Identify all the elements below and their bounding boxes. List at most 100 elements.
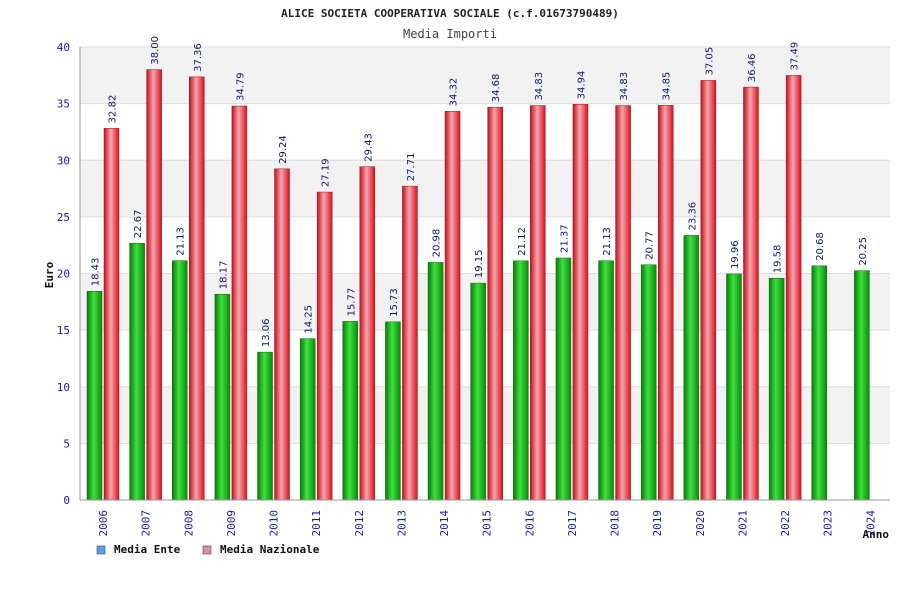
- y-tick-label: 35: [57, 98, 70, 111]
- y-tick-label: 30: [57, 154, 70, 167]
- bar-media-ente: [555, 257, 572, 501]
- x-tick-label: 2014: [438, 510, 451, 537]
- bar-media-ente: [513, 260, 529, 501]
- y-axis: 0 5 10 15 20 25 30 35 40: [57, 41, 81, 507]
- bar-media-nazionale: [657, 105, 674, 501]
- data-label-media-nazionale: 34.85: [662, 72, 673, 101]
- bar-media-nazionale: [487, 106, 503, 501]
- y-tick-label: 10: [57, 381, 70, 394]
- x-tick-label: 2023: [822, 510, 835, 537]
- data-label-media-ente: 19.15: [474, 249, 485, 278]
- data-label-media-ente: 20.98: [432, 229, 443, 258]
- y-tick-label: 20: [57, 268, 70, 281]
- x-tick-label: 2024: [864, 510, 877, 537]
- data-label-media-nazionale: 37.36: [193, 43, 204, 72]
- bar-media-ente: [640, 264, 657, 501]
- data-label-media-ente: 20.68: [815, 232, 826, 261]
- bar-media-ente: [811, 265, 827, 501]
- chart-subtitle: Media Importi: [403, 27, 497, 41]
- bar-media-ente: [427, 262, 444, 501]
- bar-media-ente: [854, 270, 870, 501]
- x-tick-label: 2020: [694, 510, 707, 537]
- chart-title: ALICE SOCIETA COOPERATIVA SOCIALE (c.f.0…: [281, 7, 619, 20]
- x-tick-label: 2007: [140, 510, 153, 537]
- data-label-media-nazionale: 34.79: [235, 72, 246, 101]
- bar-media-nazionale: [189, 76, 205, 501]
- bars: [86, 69, 870, 501]
- bar-media-nazionale: [444, 111, 461, 501]
- data-label-media-ente: 18.43: [91, 258, 102, 287]
- bar-media-nazionale: [402, 185, 418, 501]
- bar-media-nazionale: [530, 105, 546, 501]
- x-tick-label: 2016: [523, 510, 536, 537]
- data-label-media-ente: 14.25: [304, 305, 315, 334]
- x-tick-label: 2018: [609, 510, 622, 537]
- bar-media-ente: [342, 321, 359, 501]
- data-label-media-ente: 22.67: [133, 210, 144, 239]
- legend-item-media-ente: Media Ente: [96, 543, 181, 556]
- x-tick-label: 2013: [395, 510, 408, 537]
- legend: Media Ente Media Nazionale: [96, 543, 320, 556]
- bar-media-ente: [385, 321, 401, 501]
- data-label-media-nazionale: 37.05: [704, 47, 715, 76]
- bar-media-ente: [470, 282, 486, 501]
- y-tick-label: 0: [63, 494, 70, 507]
- data-label-media-ente: 21.12: [517, 227, 528, 256]
- data-label-media-ente: 21.37: [559, 224, 570, 253]
- bar-media-nazionale: [743, 86, 759, 501]
- data-label-media-nazionale: 37.49: [790, 42, 801, 71]
- x-tick-label: 2006: [97, 510, 110, 537]
- bar-media-nazionale: [572, 104, 589, 501]
- x-tick-label: 2022: [779, 510, 792, 537]
- bar-media-ente: [683, 235, 700, 501]
- bar-media-nazionale: [231, 105, 248, 501]
- bar-media-ente: [726, 273, 742, 501]
- data-label-media-ente: 21.13: [176, 227, 187, 256]
- y-tick-label: 25: [57, 211, 70, 224]
- legend-label-media-ente: Media Ente: [114, 543, 181, 556]
- data-label-media-ente: 15.73: [389, 288, 400, 317]
- x-axis: 2006 2007 2008 2009 2010 2011 2012 2013 2014 2015…: [80, 499, 890, 537]
- data-label-media-ente: 21.13: [602, 227, 613, 256]
- y-tick-label: 15: [57, 324, 70, 337]
- x-tick-label: 2015: [481, 510, 494, 537]
- bar-media-nazionale: [146, 69, 162, 501]
- bar-media-nazionale: [274, 168, 290, 501]
- data-label-media-ente: 18.17: [218, 261, 229, 290]
- data-label-media-nazionale: 34.32: [449, 78, 460, 107]
- data-labels: 18.43 32.82 22.67 38.00 21.13 37.36 18.17 34.79…: [91, 36, 869, 347]
- legend-item-media-nazionale: Media Nazionale: [202, 543, 320, 556]
- data-label-media-ente: 19.96: [730, 240, 741, 269]
- bar-media-ente: [129, 243, 145, 501]
- data-label-media-nazionale: 34.83: [619, 72, 630, 101]
- legend-label-media-nazionale: Media Nazionale: [220, 543, 320, 556]
- data-label-media-ente: 20.25: [858, 237, 869, 266]
- bar-media-ente: [598, 260, 614, 501]
- bar-media-nazionale: [700, 80, 717, 501]
- bar-media-ente: [257, 351, 273, 501]
- data-label-media-nazionale: 27.71: [406, 153, 417, 182]
- data-label-media-ente: 20.77: [645, 231, 656, 260]
- legend-swatch-media-nazionale: [202, 545, 212, 555]
- bar-media-ente: [86, 291, 103, 501]
- bar-media-ente: [214, 293, 231, 501]
- data-label-media-ente: 15.77: [346, 288, 357, 317]
- data-label-media-nazionale: 29.43: [363, 133, 374, 162]
- y-tick-label: 5: [63, 437, 70, 450]
- bar-media-nazionale: [615, 105, 631, 501]
- bar-media-ente: [768, 278, 785, 501]
- legend-swatch-media-ente: [96, 545, 106, 555]
- data-label-media-nazionale: 34.94: [576, 71, 587, 100]
- x-tick-label: 2012: [353, 510, 366, 537]
- x-tick-label: 2017: [566, 510, 579, 537]
- data-label-media-nazionale: 36.46: [747, 53, 758, 82]
- bar-media-nazionale: [103, 128, 120, 501]
- y-tick-label: 40: [57, 41, 70, 54]
- x-tick-label: 2010: [268, 510, 281, 537]
- y-axis-label: Euro: [43, 261, 56, 288]
- data-label-media-ente: 19.58: [773, 245, 784, 274]
- bar-media-nazionale: [359, 166, 376, 501]
- x-tick-label: 2009: [225, 510, 238, 537]
- data-label-media-nazionale: 38.00: [150, 36, 161, 65]
- bar-media-ente: [299, 338, 316, 501]
